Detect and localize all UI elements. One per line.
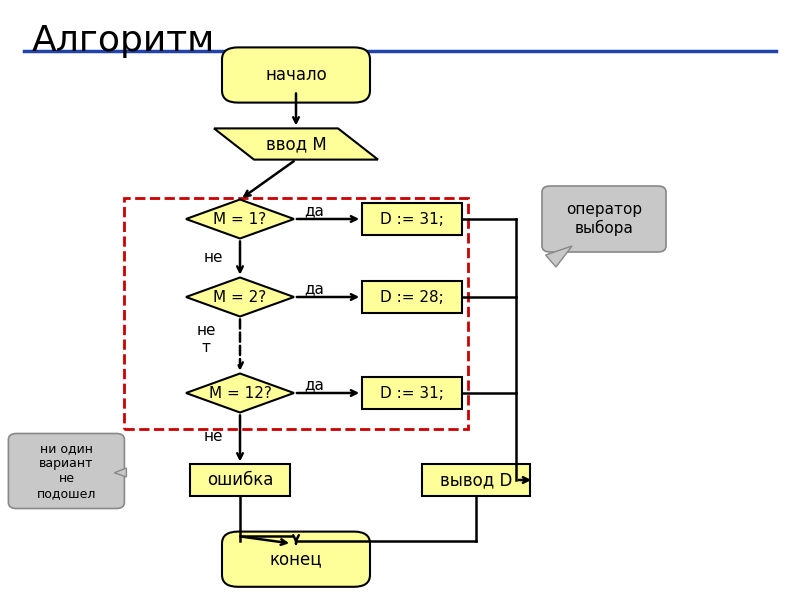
Text: да: да	[304, 203, 324, 218]
FancyBboxPatch shape	[542, 186, 666, 252]
FancyBboxPatch shape	[362, 377, 462, 409]
Polygon shape	[186, 199, 294, 238]
Polygon shape	[114, 468, 126, 477]
Text: конец: конец	[270, 550, 322, 568]
FancyBboxPatch shape	[222, 532, 370, 587]
FancyBboxPatch shape	[190, 464, 290, 496]
Polygon shape	[186, 277, 294, 317]
Text: D := 31;: D := 31;	[380, 211, 444, 226]
Text: ошибка: ошибка	[207, 471, 273, 489]
FancyBboxPatch shape	[222, 47, 370, 103]
Text: не: не	[204, 250, 223, 265]
Text: M = 12?: M = 12?	[209, 386, 271, 401]
Text: не
т: не т	[197, 323, 216, 355]
Text: M = 2?: M = 2?	[214, 289, 266, 304]
Text: ни один
вариант
не
подошел: ни один вариант не подошел	[37, 442, 96, 500]
Text: да: да	[304, 281, 324, 296]
Polygon shape	[186, 373, 294, 413]
FancyBboxPatch shape	[362, 203, 462, 235]
Text: да: да	[304, 378, 324, 393]
FancyBboxPatch shape	[362, 281, 462, 313]
FancyBboxPatch shape	[9, 433, 125, 509]
Polygon shape	[546, 246, 572, 267]
Text: начало: начало	[265, 66, 327, 84]
Text: Алгоритм: Алгоритм	[32, 24, 215, 58]
Text: оператор
выбора: оператор выбора	[566, 202, 642, 236]
Text: вывод D: вывод D	[440, 471, 512, 489]
Polygon shape	[214, 128, 378, 160]
Text: не: не	[204, 429, 223, 444]
FancyBboxPatch shape	[422, 464, 530, 496]
Text: ввод M: ввод M	[266, 135, 326, 153]
Text: D := 31;: D := 31;	[380, 386, 444, 401]
Text: M = 1?: M = 1?	[214, 211, 266, 226]
Text: D := 28;: D := 28;	[380, 289, 444, 304]
